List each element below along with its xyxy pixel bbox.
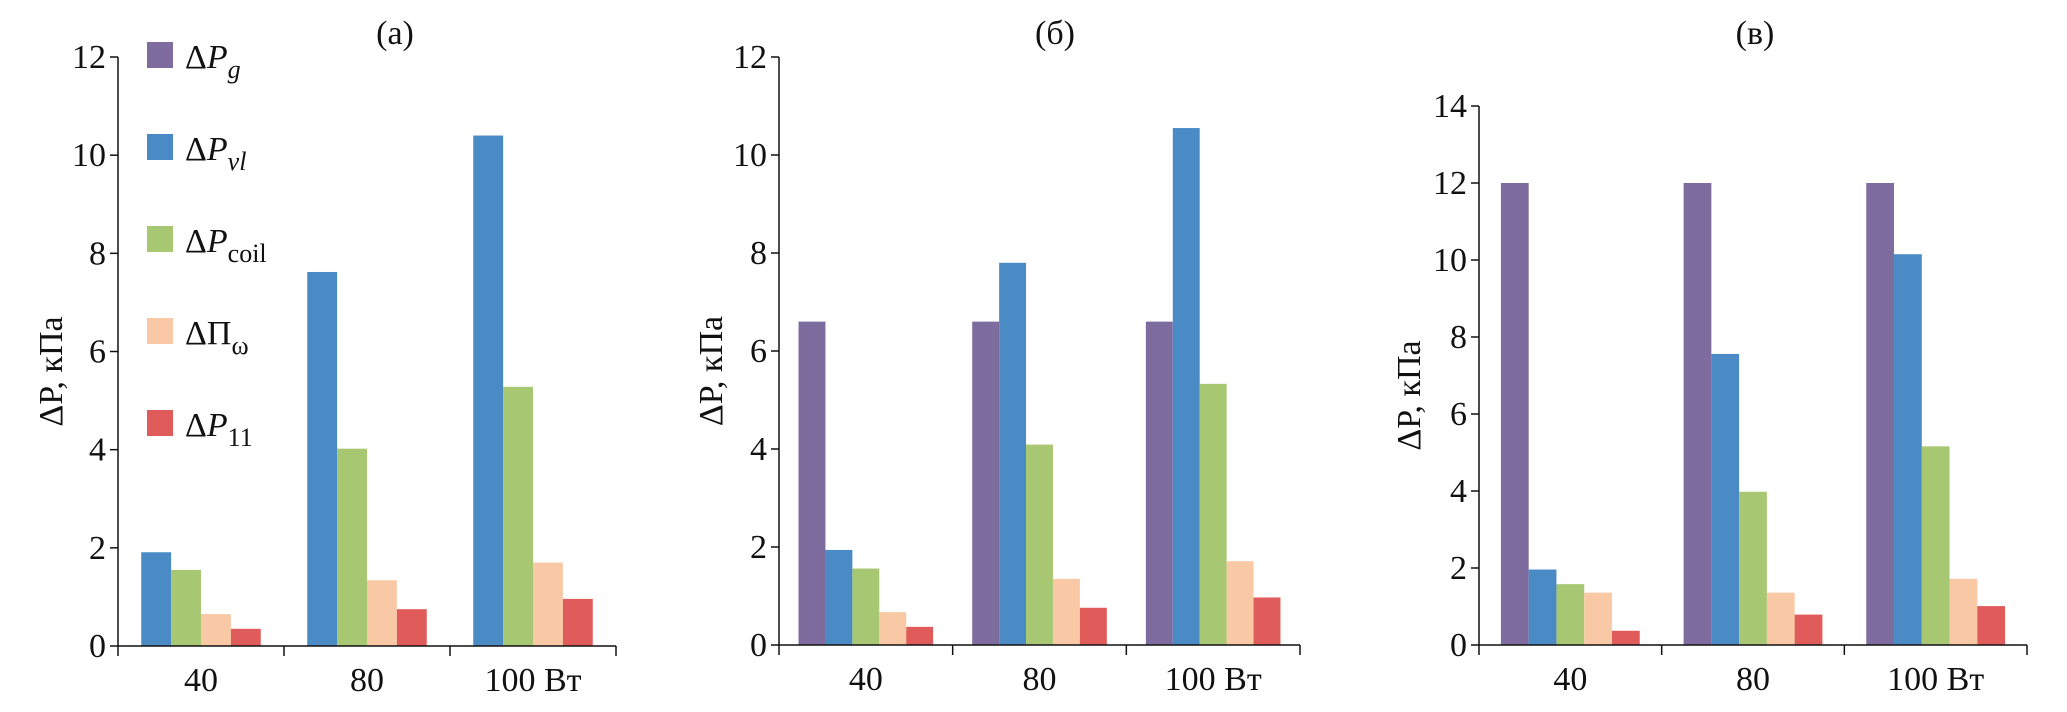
legend: ΔPg ΔPvl ΔPcoil ΔΠω ΔP11	[147, 39, 267, 452]
y-tick-label: 10	[733, 137, 767, 174]
bar-ΔΠω	[201, 614, 231, 646]
bar-ΔPcoil	[171, 569, 201, 646]
bar-ΔP11	[230, 628, 261, 646]
bar-ΔPcoil	[337, 448, 367, 646]
y-tick-label: 4	[750, 431, 767, 468]
x-tick-label: 80	[1023, 661, 1057, 698]
bar-ΔP11	[906, 626, 934, 645]
bar-ΔPcoil	[503, 386, 533, 646]
legend-swatch	[147, 410, 173, 436]
bar-ΔPvl	[307, 271, 338, 646]
y-tick-label: 12	[72, 39, 106, 76]
x-tick-label: 100 Вт	[484, 662, 581, 699]
panel-title: (в)	[1736, 15, 1775, 52]
bar-ΔP11	[562, 598, 593, 646]
bar-ΔPvl	[1172, 128, 1200, 646]
legend-swatch	[147, 318, 173, 344]
bar-ΔPg	[1500, 183, 1529, 645]
bar-ΔPcoil	[1556, 584, 1585, 645]
legend-label: ΔP11	[185, 407, 253, 452]
panel-1: 0 2 4 6 8 10 12 40 80 100 Вт (a) ΔP, кПа	[33, 15, 617, 699]
bar-ΔPvl	[473, 135, 504, 647]
legend-swatch	[147, 42, 173, 68]
bar-ΔPvl	[825, 549, 853, 645]
legend-item: ΔPvl	[147, 131, 246, 176]
bar-ΔPg	[798, 321, 826, 645]
x-tick-label: 80	[350, 662, 384, 699]
bar-ΔP11	[1253, 597, 1281, 645]
bar-ΔPg	[972, 321, 1000, 645]
bar-ΔPvl	[999, 262, 1027, 645]
x-tick-label: 40	[1553, 661, 1587, 698]
x-tick-label: 80	[1736, 661, 1770, 698]
y-tick-label: 10	[72, 137, 106, 174]
bar-ΔΠω	[1052, 578, 1080, 645]
y-tick-label: 8	[1450, 319, 1467, 356]
bar-ΔP11	[1611, 630, 1640, 645]
y-tick-label: 12	[733, 39, 767, 76]
x-tick-label: 40	[849, 661, 883, 698]
y-tick-label: 2	[750, 529, 767, 566]
bar-ΔPcoil	[1026, 444, 1053, 645]
x-tick-label: 40	[184, 662, 218, 699]
bar-ΔΠω	[1226, 561, 1254, 645]
legend-item: ΔP11	[147, 407, 253, 452]
y-tick-label: 4	[1450, 473, 1467, 510]
y-tick-label: 6	[89, 334, 106, 371]
legend-label: ΔΠω	[185, 315, 249, 360]
bar-ΔPg	[1683, 183, 1712, 645]
y-axis-label: ΔP, кПа	[693, 316, 730, 426]
y-tick-label: 2	[89, 530, 106, 567]
bar-ΔP11	[1794, 614, 1823, 645]
panel-3: 0 2 4 6 8 10 12 14 40 80 100 Вт (в) ΔP, кПа	[1391, 15, 2028, 698]
y-tick-label: 6	[1450, 396, 1467, 433]
x-tick-label: 100 Вт	[1165, 661, 1262, 698]
bar-ΔPg	[1145, 321, 1173, 645]
panel-title: (б)	[1035, 15, 1075, 52]
bar-ΔΠω	[1949, 578, 1978, 645]
bar-ΔPcoil	[1921, 446, 1950, 645]
bar-ΔPvl	[1711, 353, 1740, 645]
y-axis-label: ΔP, кПа	[33, 316, 70, 426]
bar-ΔP11	[1079, 607, 1107, 645]
bar-ΔPcoil	[1739, 491, 1767, 645]
bar-ΔΠω	[1766, 592, 1795, 645]
legend-label: ΔPvl	[185, 131, 246, 176]
legend-label: ΔPcoil	[185, 223, 267, 268]
y-tick-label: 2	[1450, 550, 1467, 587]
y-tick-label: 0	[750, 627, 767, 664]
legend-swatch	[147, 134, 173, 160]
y-tick-label: 4	[89, 432, 106, 469]
bar-ΔPcoil	[1199, 383, 1227, 645]
y-tick-label: 8	[750, 235, 767, 272]
legend-label: ΔPg	[185, 39, 241, 84]
bar-ΔΠω	[879, 612, 907, 645]
y-tick-label: 10	[1433, 242, 1467, 279]
panel-title: (a)	[376, 15, 414, 52]
y-tick-label: 14	[1433, 88, 1467, 125]
panel-2: 0 2 4 6 8 10 12 40 80 100 Вт (б) ΔP, кПа	[693, 15, 1301, 698]
y-tick-label: 0	[1450, 627, 1467, 664]
bar-ΔPvl	[1894, 254, 1922, 645]
bar-ΔPvl	[1528, 569, 1557, 645]
bar-ΔPcoil	[852, 568, 880, 645]
bar-ΔPvl	[141, 552, 172, 646]
bar-ΔΠω	[367, 580, 397, 646]
y-axis-label: ΔP, кПа	[1391, 340, 1428, 450]
y-tick-label: 12	[1433, 165, 1467, 202]
legend-swatch	[147, 226, 173, 252]
bar-ΔPg	[1866, 183, 1895, 645]
bar-ΔΠω	[1584, 592, 1612, 645]
y-tick-label: 6	[750, 333, 767, 370]
y-tick-label: 0	[89, 628, 106, 665]
legend-item: ΔPcoil	[147, 223, 267, 268]
bar-ΔP11	[396, 609, 427, 646]
bar-ΔP11	[1977, 606, 2006, 645]
legend-item: ΔΠω	[147, 315, 249, 360]
bar-ΔΠω	[533, 562, 563, 646]
x-tick-label: 100 Вт	[1887, 661, 1984, 698]
legend-item: ΔPg	[147, 39, 241, 84]
y-tick-label: 8	[89, 235, 106, 272]
